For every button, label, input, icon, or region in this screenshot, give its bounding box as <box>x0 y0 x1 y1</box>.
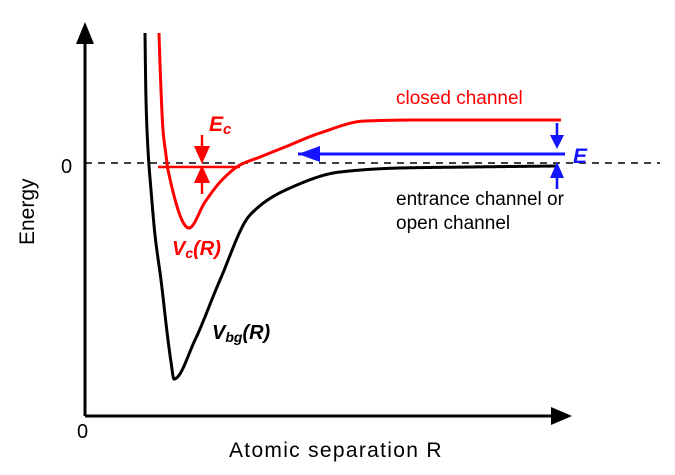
svg-text:0: 0 <box>61 156 72 178</box>
svg-text:open channel: open channel <box>396 213 510 234</box>
svg-text:Vc(R): Vc(R) <box>172 238 221 261</box>
svg-text:closed channel: closed channel <box>396 88 523 109</box>
svg-text:Energy: Energy <box>16 178 39 245</box>
svg-text:Atomic separation R: Atomic separation R <box>229 439 443 462</box>
svg-text:0: 0 <box>77 421 88 443</box>
svg-text:E: E <box>573 145 588 168</box>
svg-text:entrance channel or: entrance channel or <box>396 189 565 210</box>
